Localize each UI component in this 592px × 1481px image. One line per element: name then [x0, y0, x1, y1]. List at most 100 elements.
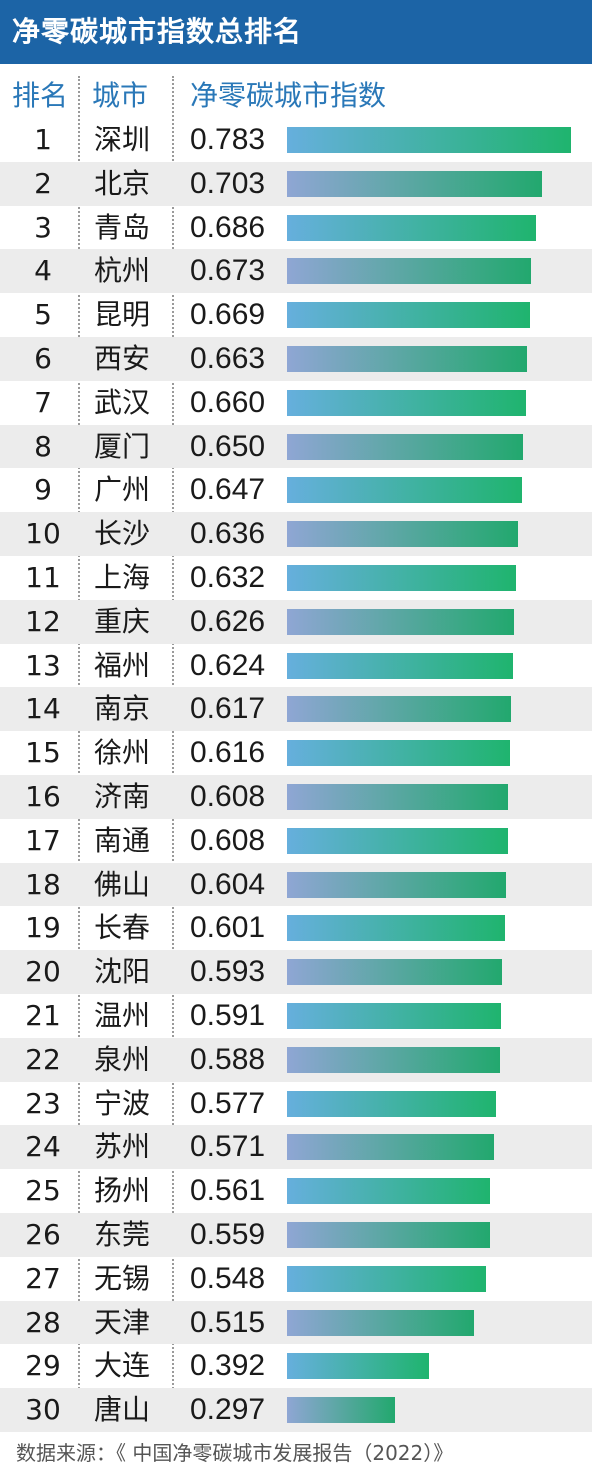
table-row: 27 无锡 0.548 [0, 1257, 592, 1301]
bar [287, 1046, 501, 1073]
bar [287, 302, 530, 329]
bar [287, 1397, 395, 1424]
value-label: 0.588 [190, 1042, 266, 1076]
bar [287, 959, 503, 986]
value-label: 0.617 [190, 692, 266, 726]
table-row: 9 广州 0.647 [0, 468, 592, 512]
bar [287, 433, 523, 460]
value-label: 0.673 [190, 254, 266, 288]
value-label: 0.604 [190, 867, 266, 901]
bar [287, 652, 514, 679]
table-row: 20 沈阳 0.593 [0, 950, 592, 994]
column-divider-city [172, 76, 174, 1428]
value-label: 0.650 [190, 429, 266, 463]
city-label: 无锡 [94, 1261, 151, 1295]
header-city: 城市 [92, 79, 149, 112]
rank-label: 12 [25, 604, 61, 638]
bar [287, 170, 542, 197]
bar [287, 346, 528, 372]
bar [287, 214, 536, 241]
rank-label: 23 [25, 1086, 61, 1120]
value-label: 0.686 [190, 210, 266, 244]
city-label: 济南 [94, 780, 151, 813]
table-row: 7 武汉 0.660 [0, 381, 592, 425]
column-divider-rank [78, 76, 80, 1428]
table-row: 8 厦门 0.650 [0, 424, 592, 469]
rank-label: 15 [25, 736, 61, 770]
table-row: 6 西安 0.663 [0, 337, 592, 381]
table-row: 26 东莞 0.559 [0, 1213, 592, 1257]
value-label: 0.515 [190, 1305, 266, 1339]
value-label: 0.703 [190, 166, 266, 200]
rank-label: 25 [25, 1174, 61, 1208]
rank-label: 5 [34, 298, 52, 332]
value-label: 0.647 [190, 473, 266, 507]
bar [287, 1309, 474, 1336]
city-label: 沈阳 [94, 955, 151, 989]
rank-label: 20 [25, 955, 61, 989]
value-label: 0.591 [190, 999, 266, 1032]
rank-label: 30 [25, 1393, 61, 1427]
bar [287, 915, 505, 942]
value-label: 0.561 [190, 1174, 266, 1208]
city-label: 宁波 [94, 1086, 151, 1120]
rank-label: 10 [25, 517, 61, 551]
table-row: 22 泉州 0.588 [0, 1037, 592, 1082]
city-label: 长春 [94, 911, 151, 945]
bar [287, 1178, 491, 1205]
rank-label: 18 [25, 867, 61, 901]
bar [287, 127, 571, 153]
table-row: 13 福州 0.624 [0, 644, 592, 688]
bar [287, 1134, 495, 1161]
city-label: 温州 [94, 999, 151, 1032]
bar [287, 1003, 502, 1029]
value-label: 0.616 [190, 736, 266, 770]
table-row: 30 唐山 0.297 [0, 1388, 592, 1432]
rank-label: 17 [25, 823, 61, 857]
city-label: 南京 [94, 692, 151, 726]
rank-label: 29 [25, 1349, 61, 1383]
city-label: 福州 [94, 648, 151, 682]
rank-label: 9 [34, 473, 52, 507]
rank-label: 21 [25, 999, 61, 1032]
city-label: 昆明 [94, 298, 151, 332]
city-label: 武汉 [94, 385, 151, 419]
rank-label: 28 [25, 1305, 61, 1339]
bar [287, 740, 511, 767]
city-label: 深圳 [94, 123, 151, 156]
rank-label: 7 [34, 385, 52, 419]
city-label: 西安 [94, 342, 151, 375]
city-label: 长沙 [94, 517, 151, 551]
rank-label: 16 [25, 780, 61, 813]
city-label: 泉州 [94, 1042, 151, 1076]
bar [287, 784, 508, 810]
city-label: 广州 [94, 473, 151, 507]
city-label: 北京 [94, 166, 151, 200]
value-label: 0.660 [190, 385, 266, 419]
table-row: 28 天津 0.515 [0, 1300, 592, 1345]
bar [287, 696, 511, 723]
table-row: 5 昆明 0.669 [0, 293, 592, 337]
value-label: 0.632 [190, 561, 266, 594]
bar [287, 871, 507, 898]
value-label: 0.663 [190, 342, 266, 375]
value-label: 0.571 [190, 1130, 266, 1164]
bar [287, 608, 515, 635]
table-row: 18 佛山 0.604 [0, 862, 592, 907]
table-row: 19 长春 0.601 [0, 906, 592, 950]
rank-label: 6 [34, 342, 52, 375]
value-label: 0.297 [190, 1393, 266, 1427]
table-row: 25 扬州 0.561 [0, 1169, 592, 1213]
bar [287, 389, 527, 416]
rank-label: 14 [25, 692, 61, 726]
value-label: 0.626 [190, 604, 266, 638]
table-row: 14 南京 0.617 [0, 687, 592, 732]
bar [287, 1090, 497, 1117]
city-label: 东莞 [94, 1218, 151, 1251]
value-label: 0.608 [190, 823, 266, 857]
bar [287, 565, 517, 591]
bar [287, 477, 522, 504]
bar [287, 1353, 430, 1380]
city-label: 徐州 [94, 736, 151, 770]
city-label: 南通 [94, 823, 151, 857]
